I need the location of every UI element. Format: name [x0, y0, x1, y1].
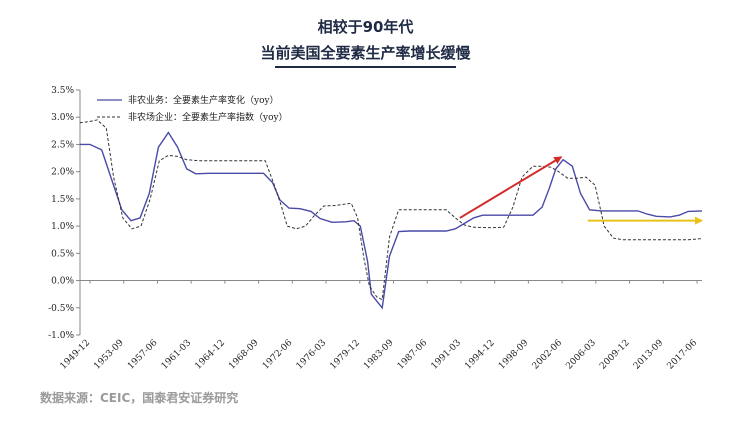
chart-title: 相较于90年代 — [317, 18, 414, 36]
x-tick-label: 1961-03 — [160, 338, 194, 372]
y-tick-label: -1.0% — [48, 331, 74, 341]
y-tick-label: 3.5% — [51, 86, 74, 96]
x-tick-label: 1991-03 — [430, 338, 464, 372]
title-underline — [275, 66, 456, 68]
x-tick-label: 1998-09 — [497, 338, 531, 372]
red-trend-arrow — [459, 156, 563, 219]
x-tick-label: 2013-09 — [632, 338, 666, 372]
x-tick-label: 1949-12 — [59, 338, 93, 372]
x-tick-label: 1979-12 — [328, 338, 362, 372]
series-line-2 — [79, 119, 703, 301]
y-tick-label: 1.5% — [51, 195, 74, 205]
x-tick-label: 1983-09 — [362, 338, 396, 372]
x-tick-label: 1953-09 — [92, 338, 126, 372]
y-tick-label: 0.0% — [51, 277, 74, 287]
y-tick-label: 1.0% — [51, 222, 74, 232]
y-tick-label: 3.0% — [51, 113, 74, 123]
x-tick-label: 1976-03 — [295, 338, 329, 372]
chart-subtitle: 当前美国全要素生产率增长缓慢 — [260, 44, 471, 62]
x-tick-label: 1994-12 — [463, 338, 497, 372]
x-tick-label: 2006-03 — [564, 338, 598, 372]
y-tick-label: 0.5% — [51, 249, 74, 259]
x-tick-label: 1972-06 — [261, 338, 295, 372]
x-tick-label: 1987-06 — [396, 338, 430, 372]
x-tick-label: 2017-06 — [666, 338, 700, 372]
series-line-1 — [79, 131, 703, 310]
legend-label-series-1: 非农业务：全要素生产率变化（yoy） — [128, 94, 279, 106]
x-tick-label: 1968-09 — [227, 338, 261, 372]
y-tick-label: 2.5% — [51, 140, 74, 150]
x-tick-label: 1964-12 — [193, 338, 227, 372]
x-tick-label: 2009-12 — [598, 338, 632, 372]
x-tick-label: 1957-06 — [126, 338, 160, 372]
legend-label-series-2: 非农场企业：全要素生产率指数（yoy） — [128, 111, 288, 123]
y-tick-label: -0.5% — [48, 304, 74, 314]
source-note: 数据来源：CEIC，国泰君安证券研究 — [40, 391, 239, 405]
y-tick-label: 2.0% — [51, 168, 74, 178]
x-tick-label: 2002-06 — [531, 338, 565, 372]
